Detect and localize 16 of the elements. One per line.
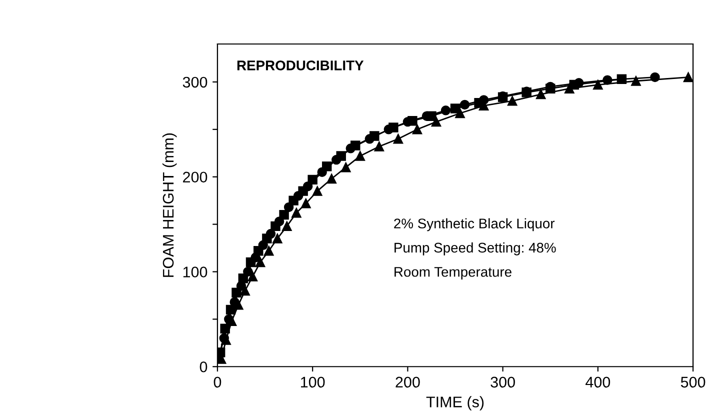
annotation: Pump Speed Setting: 48% [394, 242, 556, 256]
y-axis-title: FOAM HEIGHT (mm) [162, 133, 177, 277]
y-tick-label: 200 [183, 172, 208, 183]
annotation: REPRODUCIBILITY [237, 60, 364, 70]
x-axis-title: TIME (s) [426, 396, 484, 410]
x-tick-label: 0 [214, 376, 222, 388]
x-tick-label: 500 [680, 376, 706, 388]
y-tick-label: 100 [183, 266, 208, 278]
x-tick-label: 300 [490, 376, 515, 388]
y-tick-label: 300 [182, 76, 208, 88]
x-tick-label: 100 [301, 376, 325, 388]
annotation: Room Temperature [394, 267, 512, 280]
y-tick-label: 0 [200, 361, 208, 372]
annotation: 2% Synthetic Black Liquor [394, 218, 555, 232]
x-tick-label: 400 [586, 376, 610, 388]
x-tick-label: 200 [396, 376, 420, 388]
